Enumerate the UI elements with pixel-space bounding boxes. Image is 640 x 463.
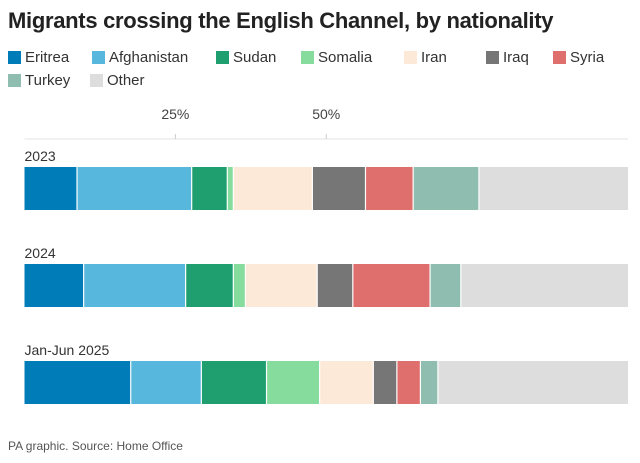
legend-swatch bbox=[553, 50, 566, 64]
bar-segment-somalia-2023 bbox=[227, 167, 233, 210]
legend-item-somalia: Somalia bbox=[301, 48, 404, 66]
legend-label: Eritrea bbox=[25, 48, 70, 66]
legend-swatch bbox=[90, 73, 103, 87]
bar-segment-eritrea-jan-jun-2025 bbox=[24, 361, 131, 404]
bar-segment-other-2023 bbox=[479, 167, 628, 210]
bar-segment-iran-jan-jun-2025 bbox=[320, 361, 373, 404]
category-label: 2024 bbox=[25, 245, 56, 261]
bar-segment-eritrea-2023 bbox=[24, 167, 77, 210]
bar-segment-afghanistan-2024 bbox=[84, 264, 186, 307]
source-footer: PA graphic. Source: Home Office bbox=[8, 439, 183, 453]
legend-label: Turkey bbox=[25, 71, 71, 89]
bar-segment-iraq-jan-jun-2025 bbox=[373, 361, 397, 404]
legend-item-sudan: Sudan bbox=[216, 48, 301, 66]
bar-segment-iran-2024 bbox=[245, 264, 317, 307]
legend-label: Sudan bbox=[233, 48, 277, 66]
legend-label: Other bbox=[107, 71, 145, 89]
bar-segment-somalia-jan-jun-2025 bbox=[267, 361, 320, 404]
legend-swatch bbox=[216, 50, 229, 64]
bar-segment-syria-jan-jun-2025 bbox=[397, 361, 420, 404]
legend-item-turkey: Turkey bbox=[8, 71, 90, 89]
legend-item-iran: Iran bbox=[404, 48, 486, 66]
bar-segment-iraq-2023 bbox=[312, 167, 365, 210]
category-label: 2023 bbox=[25, 148, 56, 164]
bar-segment-turkey-2024 bbox=[430, 264, 461, 307]
bar-segment-afghanistan-2023 bbox=[77, 167, 192, 210]
bar-segment-turkey-2023 bbox=[413, 167, 479, 210]
legend-swatch bbox=[92, 50, 105, 64]
bar-segment-syria-2024 bbox=[353, 264, 430, 307]
legend-label: Afghanistan bbox=[109, 48, 189, 66]
legend-label: Iran bbox=[421, 48, 447, 66]
legend-item-eritrea: Eritrea bbox=[8, 48, 92, 66]
bar-segment-other-2024 bbox=[461, 264, 628, 307]
bar-segment-iraq-2024 bbox=[317, 264, 353, 307]
bar-segment-other-jan-jun-2025 bbox=[438, 361, 628, 404]
legend-swatch bbox=[8, 73, 21, 87]
bar-segment-sudan-2024 bbox=[186, 264, 233, 307]
bar-segment-somalia-2024 bbox=[233, 264, 245, 307]
legend-label: Iraq bbox=[503, 48, 529, 66]
x-tick-label: 50% bbox=[312, 106, 340, 122]
legend-swatch bbox=[486, 50, 499, 64]
legend-item-other: Other bbox=[90, 71, 170, 89]
legend: Eritrea Afghanistan Sudan Somalia Iran Iraq Sy… bbox=[8, 48, 633, 89]
legend-swatch bbox=[404, 50, 417, 64]
bar-segment-iran-2023 bbox=[233, 167, 312, 210]
category-label: Jan-Jun 2025 bbox=[25, 342, 110, 358]
legend-swatch bbox=[301, 50, 314, 64]
bar-segment-sudan-jan-jun-2025 bbox=[201, 361, 266, 404]
bar-segment-turkey-jan-jun-2025 bbox=[420, 361, 438, 404]
legend-item-syria: Syria bbox=[553, 48, 617, 66]
legend-item-iraq: Iraq bbox=[486, 48, 553, 66]
bar-segment-syria-2023 bbox=[366, 167, 413, 210]
legend-label: Syria bbox=[570, 48, 605, 66]
legend-item-afghanistan: Afghanistan bbox=[92, 48, 216, 66]
legend-swatch bbox=[8, 50, 21, 64]
bar-segment-afghanistan-jan-jun-2025 bbox=[131, 361, 201, 404]
legend-label: Somalia bbox=[318, 48, 373, 66]
bar-segment-eritrea-2024 bbox=[24, 264, 84, 307]
x-tick-label: 25% bbox=[161, 106, 189, 122]
bar-segment-sudan-2023 bbox=[192, 167, 227, 210]
chart-title: Migrants crossing the English Channel, b… bbox=[8, 8, 554, 33]
